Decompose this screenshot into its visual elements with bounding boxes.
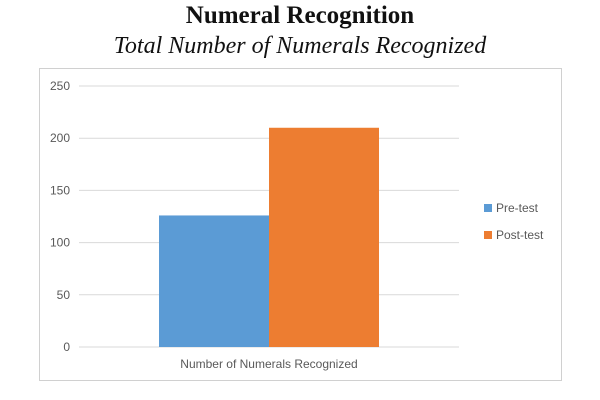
x-axis: Number of Numerals Recognized <box>180 357 357 371</box>
y-tick-label: 50 <box>57 288 71 302</box>
legend-label: Post-test <box>496 228 544 242</box>
y-tick-label: 150 <box>50 183 70 197</box>
chart-title: Numeral Recognition <box>185 2 415 29</box>
y-axis: 0 50 100 150 200 250 <box>50 79 70 354</box>
legend: Pre-test Post-test <box>484 201 544 242</box>
y-tick-label: 200 <box>50 131 70 145</box>
bar-post-test <box>269 127 379 347</box>
legend-swatch <box>484 204 492 212</box>
legend-swatch <box>484 231 492 239</box>
x-category-label: Number of Numerals Recognized <box>180 357 357 371</box>
chart-subtitle: Total Number of Numerals Recognized <box>113 33 487 59</box>
y-tick-label: 250 <box>50 79 70 93</box>
y-tick-label: 0 <box>63 340 70 354</box>
bar-pre-test <box>159 215 269 347</box>
y-tick-label: 100 <box>50 236 70 250</box>
legend-label: Pre-test <box>496 201 539 215</box>
bars <box>159 127 379 347</box>
